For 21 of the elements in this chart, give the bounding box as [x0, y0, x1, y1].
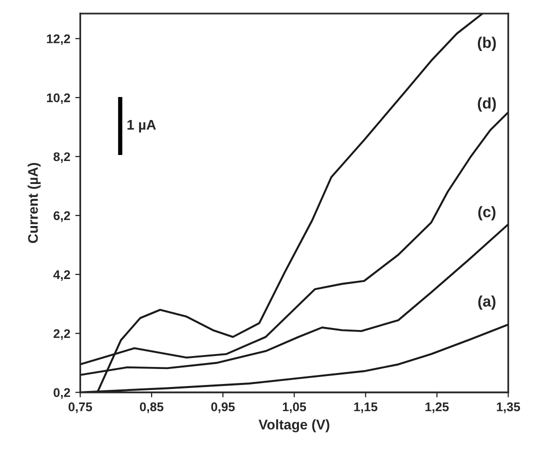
series-label: (d): [478, 97, 496, 112]
y-tick-label: 2,2: [54, 329, 70, 340]
y-axis-title: Current (µA): [28, 162, 41, 244]
x-tick-label: 0,95: [211, 402, 235, 414]
series-label: (a): [478, 295, 496, 310]
series-label: 1 µA: [127, 120, 156, 132]
y-tick-label: 12,2: [46, 34, 70, 46]
x-tick-label: 0,85: [140, 402, 164, 414]
y-tick-label: 10,2: [46, 93, 70, 104]
y-tick-label: 8,2: [54, 152, 70, 163]
series-label: (b): [478, 36, 496, 51]
y-tick-label: 0,2: [54, 388, 70, 399]
x-axis-title: Voltage (V): [258, 419, 330, 432]
series-label: (c): [478, 206, 496, 220]
x-tick-label: 1,15: [354, 402, 378, 414]
y-tick-label: 6,2: [54, 211, 70, 222]
y-tick-label: 4,2: [53, 270, 70, 281]
x-tick-label: 1,25: [426, 402, 449, 414]
x-tick-label: 1,05: [282, 402, 306, 414]
x-tick-label: 1,35: [496, 402, 520, 414]
x-tick-label: 0,75: [68, 402, 92, 414]
